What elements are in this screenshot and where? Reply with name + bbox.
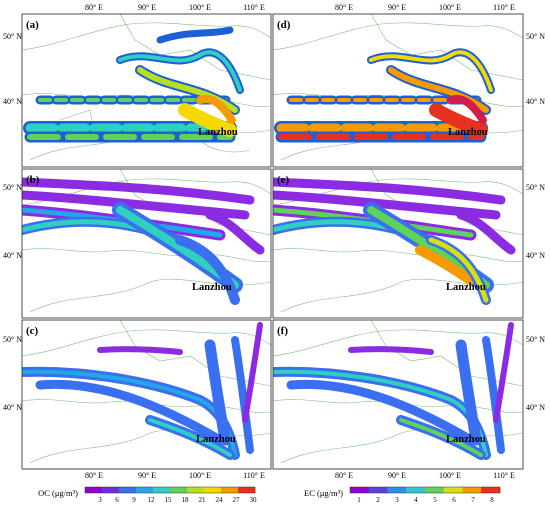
lat-tick-50-d: 50° N bbox=[526, 32, 545, 41]
lat-tick-50-a: 50° N bbox=[3, 32, 22, 41]
lon-tick-110-bottom-left: 110° E bbox=[243, 471, 265, 480]
panel-a-letter: (a) bbox=[26, 19, 39, 31]
ec-colorbar-segment bbox=[406, 487, 425, 493]
oc-tick-21: 21 bbox=[199, 496, 207, 504]
ec-tick-6: 6 bbox=[452, 496, 456, 504]
lon-tick-90-bottom-left: 90° E bbox=[138, 471, 156, 480]
panel-b-letter: (b) bbox=[26, 174, 40, 186]
ec-tick-3: 3 bbox=[395, 496, 399, 504]
oc-colorbar: OC (μg/m³) 3 6 9 12 15 18 21 24 27 30 bbox=[38, 487, 257, 504]
panel-c: Lanzhou (c) bbox=[22, 320, 271, 469]
lon-tick-90-left: 90° E bbox=[138, 3, 156, 12]
lat-tick-40-a: 40° N bbox=[3, 97, 22, 106]
panel-e: Lanzhou (e) bbox=[273, 169, 523, 318]
ec-colorbar-ticks: 1 2 3 4 5 6 7 8 bbox=[357, 496, 494, 504]
oc-colorbar-segment bbox=[238, 487, 255, 493]
lat-ticks-right: 50° N 40° N 50° N 40° N 50° N 40° N bbox=[526, 32, 545, 412]
lat-tick-50-e: 50° N bbox=[526, 183, 545, 192]
lon-tick-110-right: 110° E bbox=[493, 3, 515, 12]
lon-tick-110-left: 110° E bbox=[243, 3, 265, 12]
oc-tick-15: 15 bbox=[165, 496, 173, 504]
ec-colorbar-segment bbox=[350, 487, 369, 493]
lon-tick-80-bottom-left: 80° E bbox=[85, 471, 103, 480]
lon-ticks-top: 80° E 90° E 100° E 110° E 80° E 90° E 10… bbox=[85, 3, 515, 12]
ec-tick-1: 1 bbox=[357, 496, 361, 504]
panel-f-letter: (f) bbox=[277, 325, 288, 337]
panel-d-letter: (d) bbox=[277, 19, 291, 31]
lon-tick-80-bottom-right: 80° E bbox=[335, 471, 353, 480]
panel-e-letter: (e) bbox=[277, 174, 290, 186]
lon-tick-100-bottom-right: 100° E bbox=[439, 471, 461, 480]
lon-tick-100-left: 100° E bbox=[189, 3, 211, 12]
oc-colorbar-ticks: 3 6 9 12 15 18 21 24 27 30 bbox=[98, 496, 257, 504]
lon-tick-90-right: 90° E bbox=[388, 3, 406, 12]
ec-tick-5: 5 bbox=[433, 496, 437, 504]
oc-tick-12: 12 bbox=[148, 496, 156, 504]
oc-tick-9: 9 bbox=[132, 496, 136, 504]
ec-colorbar-segment bbox=[463, 487, 482, 493]
oc-tick-18: 18 bbox=[182, 496, 190, 504]
panel-c-letter: (c) bbox=[26, 325, 39, 337]
ec-colorbar-segment bbox=[444, 487, 463, 493]
oc-colorbar-segments bbox=[85, 487, 255, 493]
lon-tick-90-bottom-right: 90° E bbox=[388, 471, 406, 480]
oc-tick-27: 27 bbox=[233, 496, 241, 504]
panel-f-city-label: Lanzhou bbox=[446, 434, 486, 445]
lat-tick-40-e: 40° N bbox=[526, 251, 545, 260]
lon-tick-100-right: 100° E bbox=[439, 3, 461, 12]
panel-a: Lanzhou (a) bbox=[22, 14, 271, 167]
oc-colorbar-segment bbox=[204, 487, 221, 493]
oc-tick-3: 3 bbox=[98, 496, 102, 504]
ec-colorbar-segment bbox=[388, 487, 407, 493]
oc-colorbar-segment bbox=[119, 487, 136, 493]
lat-tick-50-f: 50° N bbox=[526, 335, 545, 344]
panel-c-city-label: Lanzhou bbox=[196, 434, 236, 445]
oc-colorbar-segment bbox=[221, 487, 238, 493]
lon-tick-100-bottom-left: 100° E bbox=[189, 471, 211, 480]
lat-tick-40-c: 40° N bbox=[3, 403, 22, 412]
lat-tick-40-d: 40° N bbox=[526, 97, 545, 106]
lat-tick-40-f: 40° N bbox=[526, 403, 545, 412]
ec-colorbar-segment bbox=[425, 487, 444, 493]
lon-tick-80-right: 80° E bbox=[335, 3, 353, 12]
panel-d-city-label: Lanzhou bbox=[448, 127, 488, 138]
panel-e-city-label: Lanzhou bbox=[446, 282, 486, 293]
panel-d: Lanzhou (d) bbox=[273, 14, 523, 167]
lat-tick-50-c: 50° N bbox=[3, 335, 22, 344]
ec-tick-8: 8 bbox=[490, 496, 494, 504]
oc-colorbar-title: OC (μg/m³) bbox=[38, 488, 78, 498]
lat-ticks-left: 50° N 40° N 50° N 40° N 50° N 40° N bbox=[3, 32, 22, 412]
oc-colorbar-segment bbox=[170, 487, 187, 493]
oc-tick-24: 24 bbox=[216, 496, 224, 504]
ec-tick-2: 2 bbox=[376, 496, 380, 504]
oc-colorbar-segment bbox=[187, 487, 204, 493]
oc-colorbar-segment bbox=[85, 487, 102, 493]
lon-ticks-bottom: 80° E 90° E 100° E 110° E 80° E 90° E 10… bbox=[85, 471, 515, 480]
lat-tick-40-b: 40° N bbox=[3, 251, 22, 260]
ec-colorbar-segment bbox=[481, 487, 500, 493]
panel-b-city-label: Lanzhou bbox=[192, 282, 232, 293]
panel-d-background bbox=[273, 14, 523, 167]
ec-colorbar-title: EC (μg/m³) bbox=[304, 488, 343, 498]
lon-tick-110-bottom-right: 110° E bbox=[493, 471, 515, 480]
oc-colorbar-segment bbox=[153, 487, 170, 493]
oc-colorbar-segment bbox=[136, 487, 153, 493]
lat-tick-50-b: 50° N bbox=[3, 183, 22, 192]
ec-tick-4: 4 bbox=[414, 496, 418, 504]
ec-tick-7: 7 bbox=[471, 496, 475, 504]
panel-f: Lanzhou (f) bbox=[273, 320, 523, 469]
panel-a-city-label: Lanzhou bbox=[198, 127, 238, 138]
lon-tick-80-left: 80° E bbox=[85, 3, 103, 12]
ec-colorbar: EC (μg/m³) 1 2 3 4 5 6 7 8 bbox=[304, 487, 500, 504]
ec-colorbar-segment bbox=[369, 487, 388, 493]
oc-tick-6: 6 bbox=[115, 496, 119, 504]
ec-colorbar-segments bbox=[350, 487, 500, 493]
panel-a-background bbox=[22, 14, 271, 167]
panel-b: Lanzhou (b) bbox=[22, 169, 271, 318]
oc-tick-30: 30 bbox=[250, 496, 258, 504]
oc-colorbar-segment bbox=[102, 487, 119, 493]
